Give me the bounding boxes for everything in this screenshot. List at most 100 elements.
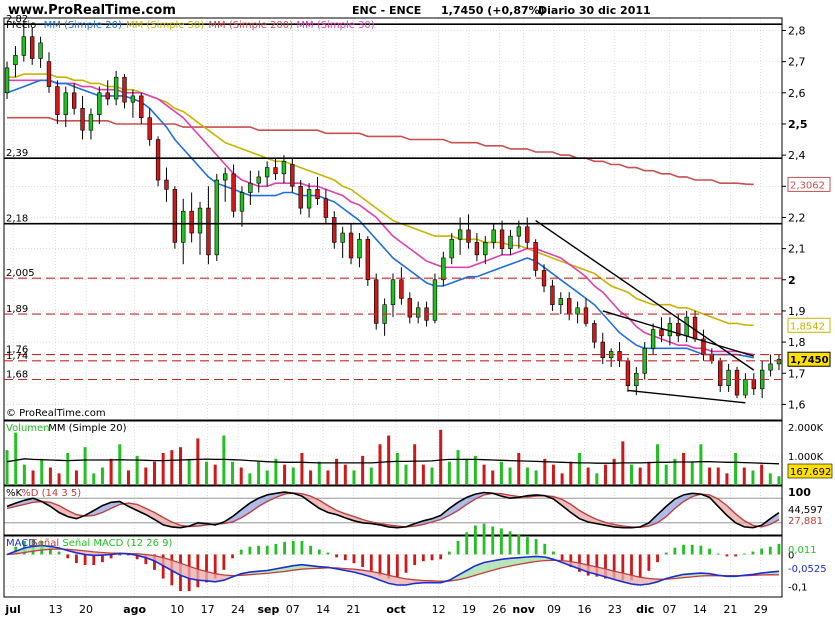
candle-body bbox=[516, 226, 522, 237]
volume-bar bbox=[742, 467, 746, 485]
candle-body bbox=[189, 210, 194, 234]
volume-bar bbox=[361, 455, 365, 485]
candle-body bbox=[113, 76, 119, 100]
macd-histogram-bar bbox=[768, 546, 772, 555]
macd-y-tick-label: -0,1 bbox=[788, 583, 808, 594]
macd-fill bbox=[388, 575, 398, 585]
price-legend-item: MM (Simple 50) bbox=[126, 20, 204, 31]
macd-fill bbox=[371, 571, 380, 581]
volume-bar bbox=[40, 458, 44, 485]
macd-histogram-bar bbox=[127, 554, 130, 556]
level-label: 2,39 bbox=[6, 148, 28, 159]
panel-macd bbox=[3, 535, 783, 598]
volume-bar bbox=[716, 467, 720, 485]
price-value-box bbox=[787, 317, 831, 333]
macd-histogram-bar bbox=[482, 523, 486, 555]
candle-body bbox=[273, 167, 278, 175]
candle-body bbox=[776, 358, 782, 365]
candle-body bbox=[97, 92, 102, 115]
candle-body bbox=[567, 298, 572, 315]
candle-body bbox=[206, 207, 211, 256]
candle-body bbox=[223, 173, 228, 181]
macd-histogram-bar bbox=[638, 554, 642, 578]
macd-histogram-bar bbox=[777, 543, 781, 555]
x-tick-label: 12 bbox=[432, 603, 446, 616]
macd-histogram-bar bbox=[430, 554, 434, 561]
candle-body bbox=[55, 86, 60, 115]
volume-bar bbox=[161, 453, 165, 485]
volume-bar bbox=[577, 453, 581, 485]
candle-body bbox=[449, 238, 454, 259]
volume-bar bbox=[708, 467, 712, 485]
candle-body bbox=[181, 210, 186, 243]
sto-fill bbox=[353, 516, 363, 523]
volume-bar bbox=[291, 467, 295, 485]
candle-body bbox=[88, 114, 94, 131]
axis-layer: jul 13 20 ago 10 17 24 sep 07 14 21 oct 12 19 26 nov 09 1… bbox=[4, 24, 833, 616]
price-legend-item: MM (Simple 20) bbox=[44, 20, 122, 31]
candle-body bbox=[508, 235, 513, 249]
candle-body bbox=[684, 316, 689, 337]
sto-fill bbox=[588, 515, 597, 524]
volume-bar bbox=[387, 435, 391, 485]
sto-y-tick-label: 100 bbox=[788, 486, 811, 499]
macd-histogram-bar bbox=[630, 554, 633, 581]
panel-price bbox=[3, 17, 783, 421]
volume-bar bbox=[612, 458, 616, 485]
macd-legend-item: Señal bbox=[31, 538, 59, 549]
volume-bar bbox=[499, 461, 503, 485]
macd-histogram-bar bbox=[491, 526, 495, 555]
price-value-label: 2,3062 bbox=[790, 180, 825, 191]
macd-histogram-bar bbox=[647, 554, 651, 571]
price-y-tick-label: 2,6 bbox=[788, 87, 806, 100]
candle-body bbox=[734, 369, 740, 396]
sto-fill bbox=[154, 512, 164, 525]
x-tick-label: oct bbox=[386, 603, 405, 616]
macd-fill bbox=[458, 570, 467, 580]
price-y-tick-label: 1,6 bbox=[788, 398, 806, 411]
macd-value-label: -0,0525 bbox=[788, 564, 827, 575]
macd-histogram-bar bbox=[75, 554, 78, 564]
site-logo[interactable]: www.ProRealTime.com bbox=[8, 3, 176, 18]
macd-histogram-bar bbox=[439, 554, 443, 560]
macd-fill bbox=[484, 560, 493, 573]
volume-bar bbox=[768, 473, 772, 485]
x-tick-label: 13 bbox=[49, 603, 63, 616]
volume-bar bbox=[22, 464, 26, 485]
volume-bar bbox=[482, 464, 486, 485]
volume-bar bbox=[491, 470, 495, 485]
candle-body bbox=[38, 42, 43, 59]
volume-bar bbox=[5, 450, 9, 485]
volume-bar bbox=[734, 453, 738, 485]
candle-body bbox=[4, 67, 10, 94]
volume-bar bbox=[751, 470, 755, 485]
sto-fill bbox=[570, 504, 580, 519]
ma-line-mm200 bbox=[7, 116, 754, 186]
trendline bbox=[602, 310, 754, 357]
candle-body bbox=[155, 139, 161, 181]
volume-bar bbox=[14, 432, 18, 485]
sto-fill bbox=[683, 493, 693, 502]
volume-bar bbox=[239, 467, 243, 485]
sto-fill bbox=[145, 508, 155, 520]
sto-fill bbox=[666, 499, 675, 517]
candle-body bbox=[30, 36, 35, 59]
vol-legend-item: MM (Simple 20) bbox=[48, 423, 126, 434]
sto-fill bbox=[59, 505, 68, 517]
volume-bar bbox=[152, 461, 156, 485]
macd-histogram-bar bbox=[699, 545, 703, 555]
candle-body bbox=[415, 307, 421, 318]
volume-bar bbox=[699, 444, 703, 485]
macd-histogram-bar bbox=[742, 553, 746, 555]
candle-body bbox=[374, 279, 379, 324]
macd-histogram-bar bbox=[231, 554, 234, 559]
data-layer bbox=[4, 21, 782, 592]
macd-histogram-bar bbox=[291, 540, 295, 555]
x-tick-label: 21 bbox=[723, 603, 737, 616]
vol-y-tick-label: 2.000K bbox=[788, 423, 824, 434]
macd-fill bbox=[154, 555, 164, 566]
macd-histogram-bar bbox=[352, 554, 356, 564]
macd-histogram-bar bbox=[57, 551, 61, 555]
macd-histogram-bar bbox=[760, 548, 764, 555]
volume-bar bbox=[265, 470, 269, 485]
